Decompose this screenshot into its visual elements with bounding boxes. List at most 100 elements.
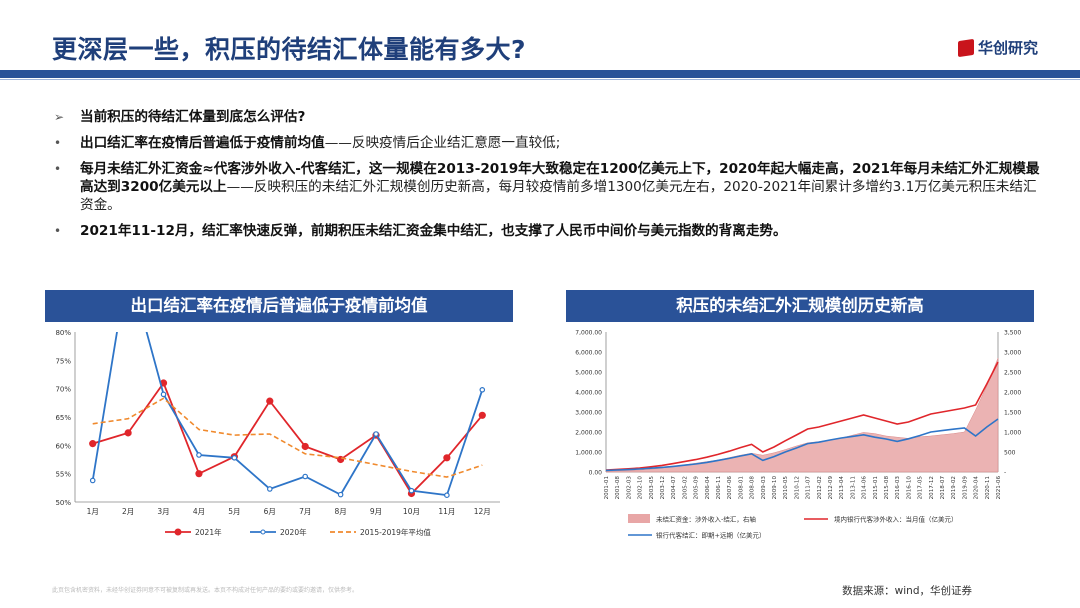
page-title: 更深层一些，积压的待结汇体量能有多大? (52, 35, 527, 64)
legend-label: 未结汇资金：涉外收入-结汇，右轴 (656, 515, 756, 524)
x-tick-label: 2020-04 (974, 476, 980, 500)
x-tick-label: 2015-01 (873, 476, 879, 500)
y-tick-label: 65% (55, 414, 71, 422)
series-line (92, 397, 483, 478)
x-tick-label: 2021-06 (996, 476, 1002, 500)
x-tick-label: 2014-06 (862, 476, 868, 500)
y-tick-label: 70% (55, 386, 71, 394)
data-point (337, 491, 344, 498)
right-y-tick-label: 3,000 (1004, 350, 1021, 357)
disclaimer: 此页包含机密资料，未经华创证券同意不可被复制或再发送。本页不构成对任何产品的要约… (52, 587, 359, 594)
legend-swatch (628, 514, 650, 523)
right-y-tick-label: - (1004, 470, 1006, 477)
left-y-tick-label: 0.00 (589, 470, 603, 477)
x-tick-label: 11月 (438, 507, 455, 516)
left-y-tick-label: 7,000.00 (575, 330, 602, 337)
left-y-tick-label: 1,000.00 (575, 450, 602, 457)
x-tick-label: 2004-07 (671, 476, 677, 500)
right-y-tick-label: 3,500 (1004, 330, 1021, 337)
x-tick-label: 2016-03 (895, 476, 901, 500)
right-y-tick-label: 2,500 (1004, 370, 1021, 377)
x-tick-label: 12月 (474, 507, 491, 516)
y-tick-label: 75% (55, 357, 71, 365)
right-y-tick-label: 1,000 (1004, 430, 1021, 437)
dot-bullet-icon: • (54, 162, 62, 176)
bullet-bold: 出口结汇率在疫情后普遍低于疫情前均值 (80, 135, 325, 151)
x-tick-label: 2月 (122, 507, 134, 516)
x-tick-label: 2012-02 (817, 476, 823, 499)
left-y-tick-label: 6,000.00 (575, 350, 602, 357)
title-divider-thin (0, 79, 1080, 80)
x-tick-label: 2012-09 (828, 476, 834, 500)
data-point (478, 411, 486, 419)
x-tick-label: 4月 (193, 507, 205, 516)
x-tick-label: 2013-11 (850, 476, 856, 500)
x-tick-label: 2006-04 (705, 476, 711, 500)
x-tick-label: 2009-10 (772, 476, 778, 500)
y-tick-label: 60% (55, 442, 71, 450)
data-point (408, 487, 415, 494)
legend-label: 银行代客结汇：即期+远期（亿美元） (656, 531, 765, 540)
x-tick-label: 2016-10 (906, 476, 912, 500)
data-point (266, 486, 273, 492)
x-tick-label: 9月 (370, 507, 382, 516)
x-tick-label: 2013-04 (839, 476, 845, 500)
data-point (89, 477, 96, 484)
x-tick-label: 10月 (403, 507, 420, 516)
legend-label: 2020年 (280, 527, 307, 537)
bullet-item: • 每月未结汇外汇资金≈代客涉外收入-代客结汇，这一规模在2013-2019年大… (52, 160, 1042, 214)
x-tick-label: 2003-12 (660, 476, 666, 499)
x-tick-label: 5月 (228, 507, 240, 516)
series-line (92, 381, 483, 495)
data-point (479, 387, 486, 393)
data-point (373, 431, 379, 437)
x-tick-label: 2019-02 (951, 476, 957, 499)
x-tick-label: 8月 (334, 507, 346, 516)
right-y-tick-label: 1,500 (1004, 410, 1021, 417)
dot-bullet-icon: • (54, 224, 62, 238)
x-tick-label: 2001-08 (615, 476, 621, 500)
x-tick-label: 2008-08 (750, 476, 756, 500)
x-tick-label: 2007-06 (727, 476, 733, 500)
left-y-tick-label: 5,000.00 (575, 370, 602, 377)
x-tick-label: 2018-07 (940, 476, 946, 500)
dot-bullet-icon: • (54, 136, 62, 150)
x-tick-label: 2005-09 (694, 476, 700, 500)
bullet-text: ——反映疫情后企业结汇意愿一直较低; (324, 135, 561, 151)
series-line (91, 332, 484, 497)
x-tick-label: 2008-01 (738, 476, 744, 500)
data-point (443, 454, 451, 462)
settlement-rate-line-chart: 50% 55% 60% 65% 70% 75% 80% 1月 2月 3月 4月 5月 6月 7月 8月 9月 1… (55, 329, 500, 537)
legend-label: 2015-2019年平均值 (360, 527, 431, 537)
x-tick-label: 2006-11 (716, 476, 722, 500)
x-tick-label: 2009-03 (761, 476, 767, 500)
x-tick-label: 6月 (264, 507, 276, 516)
arrow-bullet-icon: ➢ (54, 110, 65, 124)
y-tick-label: 55% (55, 471, 71, 479)
x-tick-label: 2015-08 (884, 476, 890, 500)
x-tick-label: 3月 (157, 507, 169, 516)
data-point (195, 470, 203, 478)
x-tick-label: 2002-03 (626, 476, 632, 500)
data-point (89, 440, 97, 448)
x-tick-label: 2003-05 (649, 476, 655, 500)
x-tick-label: 2005-02 (682, 476, 688, 499)
logo-icon (958, 38, 974, 57)
x-tick-label: 2010-12 (794, 476, 800, 499)
data-source: 数据来源：wind，华创证券 (842, 585, 972, 597)
bullet-item: ➢ 当前积压的待结汇体量到底怎么评估? (52, 108, 1042, 126)
left-y-tick-label: 4,000.00 (575, 390, 602, 397)
bullet-bold: 每月未结汇外汇资金≈代客涉外收入-代客结汇，这一规模在2013-2019年大致稳… (80, 161, 1040, 195)
data-point (444, 492, 450, 499)
plot-area (89, 332, 486, 499)
right-chart-title: 积压的未结汇外汇规模创历史新高 (566, 290, 1034, 322)
x-tick-label: 7月 (299, 507, 311, 516)
unsettled-fx-area-chart: 0.00 1,000.00 2,000.00 3,000.00 4,000.00 5,00… (575, 330, 1021, 540)
brand-logo: 华创研究 (958, 37, 1038, 58)
area-series (605, 357, 999, 473)
x-tick-label: 2011-07 (806, 476, 812, 500)
bullet-bold: 当前积压的待结汇体量到底怎么评估? (80, 109, 306, 125)
bullet-item: • 出口结汇率在疫情后普遍低于疫情前均值——反映疫情后企业结汇意愿一直较低; (52, 134, 1042, 152)
bullet-item: • 2021年11-12月，结汇率快速反弹，前期积压未结汇资金集中结汇，也支撑了… (52, 222, 1042, 240)
bullet-bold: 2021年11-12月，结汇率快速反弹，前期积压未结汇资金集中结汇，也支撑了人民… (80, 223, 787, 239)
